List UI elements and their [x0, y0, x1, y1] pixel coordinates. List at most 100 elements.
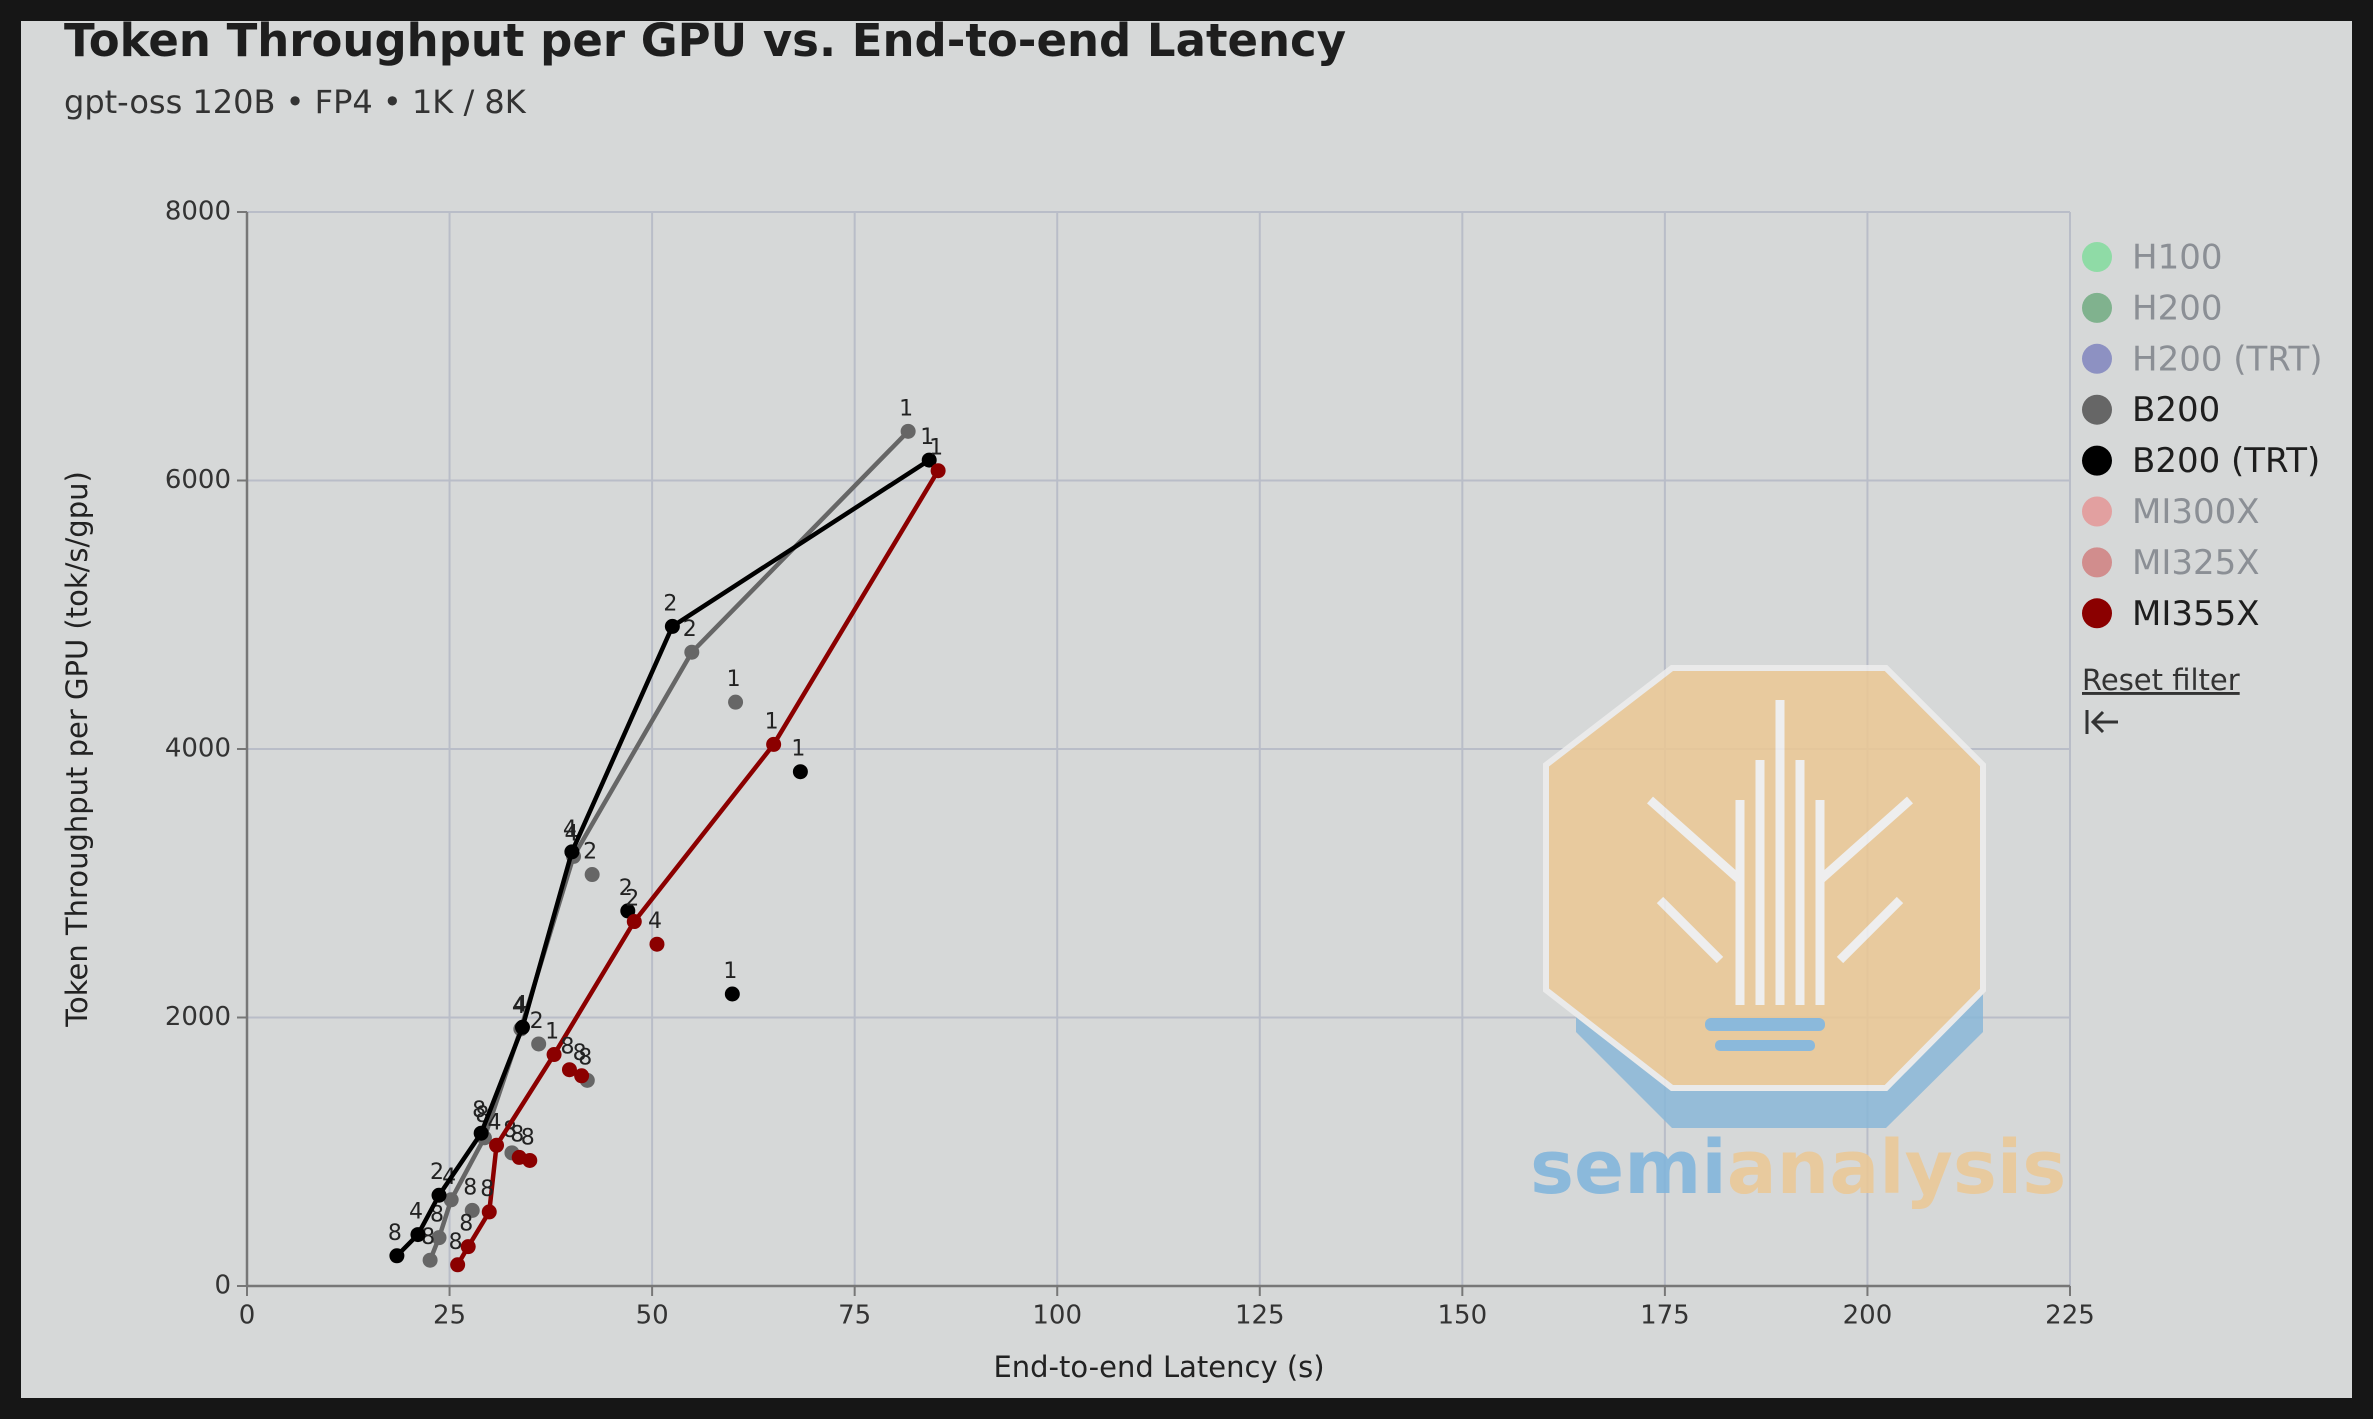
point	[431, 1230, 447, 1246]
reset-filter[interactable]: Reset filter	[2082, 663, 2240, 697]
point	[766, 736, 782, 752]
watermark-text: semianalysis	[1530, 1125, 2066, 1211]
point-label: 8	[388, 1221, 402, 1246]
point	[489, 1137, 505, 1153]
legend-label: MI355X	[2132, 594, 2260, 634]
legend-marker	[2082, 292, 2112, 323]
point-label: 8	[578, 1045, 592, 1070]
point	[464, 1202, 480, 1218]
y-tick-label: 0	[214, 1271, 231, 1301]
point	[724, 986, 740, 1002]
y-tick-label: 2000	[165, 1002, 231, 1032]
x-tick-label: 100	[1032, 1301, 1082, 1331]
point	[481, 1204, 497, 1220]
watermark-text-2: analysis	[1727, 1125, 2067, 1211]
x-tick-label: 0	[239, 1301, 256, 1331]
point-label: 8	[472, 1098, 486, 1123]
point	[389, 1248, 405, 1264]
point	[664, 618, 680, 634]
legend-label: H100	[2132, 238, 2222, 278]
panel	[21, 21, 2352, 1398]
point-label: 4	[513, 992, 527, 1017]
point-label: 2	[663, 591, 677, 616]
point	[460, 1239, 476, 1255]
logo-bulb	[1705, 1018, 1825, 1031]
x-tick-label: 125	[1235, 1301, 1285, 1331]
point-label: 4	[563, 817, 577, 842]
point-label: 8	[521, 1125, 535, 1150]
point	[921, 452, 937, 468]
point-label: 4	[409, 1200, 423, 1225]
legend-label: B200	[2132, 390, 2220, 430]
point-label: 8	[560, 1035, 574, 1060]
point-label: 2	[530, 1009, 544, 1034]
legend-marker	[2082, 242, 2112, 272]
point-label: 1	[899, 396, 913, 421]
point-label: 8	[449, 1230, 463, 1255]
legend-label: H200	[2132, 288, 2222, 328]
x-tick-label: 225	[2045, 1301, 2095, 1331]
point-label: 1	[765, 709, 779, 734]
point	[410, 1227, 426, 1243]
legend-label: H200 (TRT)	[2132, 339, 2323, 379]
point	[561, 1062, 577, 1078]
point-label: 1	[727, 667, 741, 692]
point-label: 8	[510, 1122, 524, 1147]
point-label: 8	[463, 1175, 477, 1200]
point	[422, 1252, 438, 1268]
point-label: 2	[683, 617, 697, 642]
point	[531, 1036, 547, 1052]
point-label: 8	[573, 1041, 587, 1066]
point-label: 2	[430, 1160, 444, 1185]
logo-circuit	[1647, 700, 1913, 1005]
point	[626, 914, 642, 930]
point-label: 4	[648, 909, 662, 934]
point	[728, 694, 744, 710]
y-tick-label: 8000	[165, 197, 231, 227]
point	[514, 1019, 530, 1035]
chart-title: Token Throughput per GPU vs. End-to-end …	[64, 14, 1346, 67]
x-tick-label: 50	[636, 1301, 669, 1331]
point	[792, 764, 808, 780]
point	[522, 1152, 538, 1168]
point-label: 2	[625, 887, 639, 912]
point-label: 1	[929, 436, 943, 461]
point	[574, 1068, 590, 1084]
point-label: 1	[545, 1020, 559, 1045]
y-axis-label: Token Throughput per GPU (tok/s/gpu)	[60, 471, 94, 1028]
legend-label: MI325X	[2132, 543, 2260, 583]
x-axis-label: End-to-end Latency (s)	[993, 1350, 1324, 1384]
point	[431, 1187, 447, 1203]
point-label: 8	[480, 1177, 494, 1202]
x-tick-label: 150	[1438, 1301, 1488, 1331]
x-tick-label: 75	[838, 1301, 871, 1331]
legend-label: MI300X	[2132, 492, 2260, 532]
point	[584, 867, 600, 883]
legend-marker	[2082, 445, 2112, 476]
point	[684, 644, 700, 660]
point-label: 1	[920, 425, 934, 450]
chart-subtitle: gpt-oss 120B • FP4 • 1K / 8K	[64, 83, 527, 121]
point-label: 8	[459, 1212, 473, 1237]
point-label: 8	[503, 1118, 517, 1143]
legend-marker	[2082, 343, 2112, 374]
x-tick-label: 25	[433, 1301, 466, 1331]
point-label: 2	[619, 876, 633, 901]
collapse-icon[interactable]	[2085, 710, 2118, 734]
legend-marker	[2082, 496, 2112, 527]
point-label: 1	[723, 959, 737, 984]
point	[649, 936, 665, 952]
logo-bulb	[1715, 1040, 1815, 1051]
point	[443, 1192, 459, 1208]
watermark: semianalysis	[1530, 665, 2066, 1211]
legend-marker	[2082, 394, 2112, 425]
legend-marker	[2082, 598, 2112, 629]
x-tick-label: 175	[1640, 1301, 1690, 1331]
point-label: 2	[583, 840, 597, 865]
point-label: 4	[488, 1110, 502, 1135]
x-tick-label: 200	[1843, 1301, 1893, 1331]
legend-label: B200 (TRT)	[2132, 441, 2320, 481]
watermark-text-1: semi	[1530, 1125, 1727, 1211]
